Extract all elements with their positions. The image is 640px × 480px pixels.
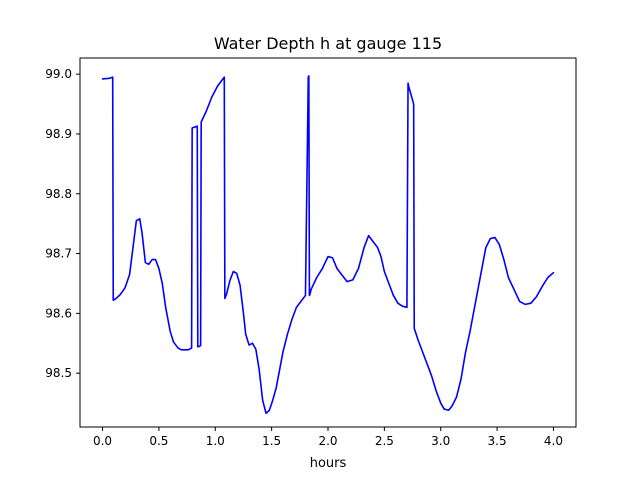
x-tick-label: 3.5	[488, 434, 507, 448]
y-tick-label: 98.8	[45, 187, 72, 201]
x-tick-label: 1.0	[206, 434, 225, 448]
plot-area	[80, 58, 576, 427]
x-tick-label: 1.5	[262, 434, 281, 448]
x-tick-label: 0.5	[149, 434, 168, 448]
x-tick-label: 3.0	[431, 434, 450, 448]
x-tick-label: 4.0	[544, 434, 563, 448]
chart-title: Water Depth h at gauge 115	[214, 34, 442, 53]
y-tick-label: 98.7	[45, 247, 72, 261]
y-tick-label: 98.6	[45, 306, 72, 320]
series-layer	[101, 75, 555, 415]
series-line	[101, 75, 555, 415]
y-tick-label: 98.5	[45, 366, 72, 380]
y-tick-label: 98.9	[45, 127, 72, 141]
x-tick-label: 2.0	[318, 434, 337, 448]
x-axis-label: hours	[310, 456, 347, 471]
y-tick-label: 99.0	[45, 67, 72, 81]
x-tick-label: 2.5	[375, 434, 394, 448]
x-tick-label: 0.0	[93, 434, 112, 448]
plot-frame	[79, 57, 577, 428]
x-axis-ticks: 0.0 0.5 1.0 1.5 2.0 2.5 3.0 3.5 4.0	[93, 427, 563, 448]
y-axis-ticks: 98.5 98.6 98.7 98.8 98.9 99.0	[45, 67, 80, 380]
